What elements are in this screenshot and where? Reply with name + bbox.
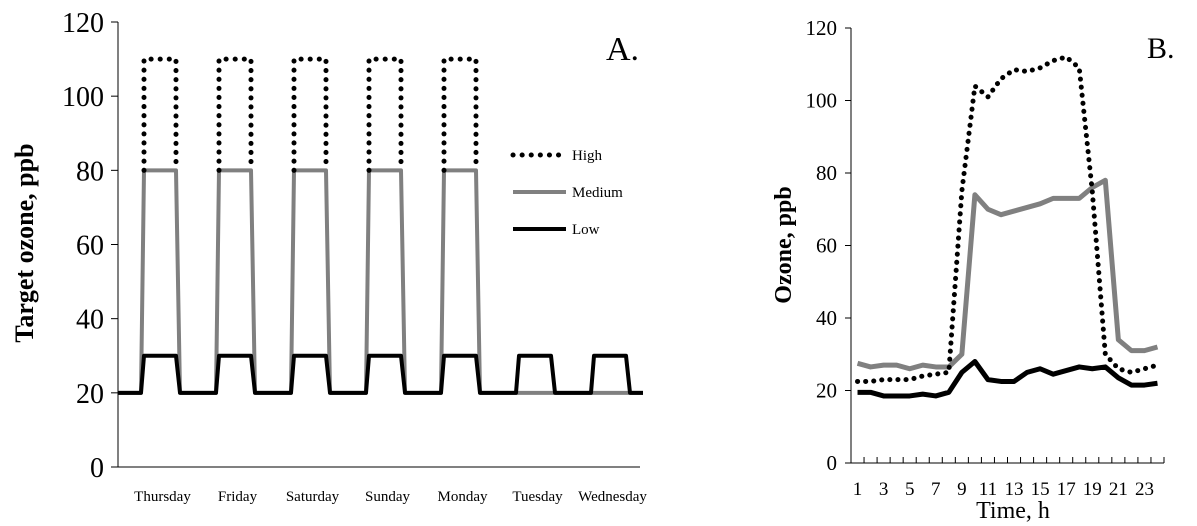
panel-a-series-low: [118, 353, 643, 395]
panel-a-legend-label: High: [572, 148, 603, 164]
panel-b-x-tick-label: 11: [979, 479, 997, 500]
panel-b-x-tick-label: 23: [1135, 479, 1154, 500]
panel-b-y-tick-label: 120: [806, 16, 838, 40]
panel-a-legend-label: Low: [572, 222, 600, 238]
panel-a-x-tick-label: Tuesday: [512, 489, 563, 505]
panel-a-label: A.: [606, 31, 639, 68]
panel-a-y-axis-title: Target ozone, ppb: [10, 143, 39, 342]
panel-b-series: [855, 54, 1160, 399]
panel-a-x-tick-label: Monday: [438, 489, 488, 505]
panel-b-y-tick-label: 80: [816, 161, 837, 185]
panel-a-y-tick-label: 60: [76, 231, 104, 262]
panel-b-x-tick-label: 3: [879, 479, 889, 500]
panel-b-y-tick-label: 100: [806, 89, 838, 113]
panel-b-x-tick-label: 9: [957, 479, 967, 500]
panel-b-label: B.: [1147, 32, 1175, 65]
panel-b-x-tick-label: 7: [931, 479, 941, 500]
panel-b-y-tick-label: 40: [816, 306, 837, 330]
panel-b-x-tick-label: 13: [1005, 479, 1024, 500]
panel-b-x-tick-label: 17: [1057, 479, 1076, 500]
panel-b-x-tick-label: 15: [1031, 479, 1050, 500]
panel-b-series-high: [855, 54, 1160, 384]
panel-a-series-high: [141, 56, 479, 173]
panel-a-axes: 0 20 40 60 80 100 120 Thursday Friday Saturday Sun…: [62, 8, 647, 505]
panel-a-legend: High Medium Low: [510, 148, 623, 238]
panel-b-x-tick-label: 5: [905, 479, 915, 500]
panel-b-y-tick-label: 60: [816, 234, 837, 258]
panel-b-x-tick-label: 1: [853, 479, 863, 500]
panel-b-y-tick-label: 20: [816, 379, 837, 403]
panel-a-y-tick-label: 40: [76, 305, 104, 336]
panel-a-y-tick-label: 80: [76, 156, 104, 187]
panel-a-legend-label: Medium: [572, 185, 623, 201]
panel-b-series-medium: [856, 177, 1159, 372]
panel-a-y-tick-label: 0: [90, 453, 104, 484]
panel-b-y-tick-label: 0: [827, 451, 838, 475]
panel-a-y-tick-label: 100: [62, 82, 104, 113]
panel-b-x-tick-label: 21: [1109, 479, 1128, 500]
panel-a-x-tick-label: Thursday: [134, 489, 191, 505]
panel-a-x-tick-label: Wednesday: [578, 489, 647, 505]
panel-a-x-tick-label: Friday: [218, 489, 258, 505]
panel-a-series-medium: [118, 168, 643, 395]
panel-a-x-tick-label: Sunday: [365, 489, 411, 505]
panel-b-x-tick-label: 19: [1083, 479, 1102, 500]
panel-b-series-low: [857, 359, 1158, 399]
panel-a-x-tick-label: Saturday: [286, 489, 340, 505]
panel-b-y-axis-title: Ozone, ppb: [771, 186, 797, 303]
panel-a-y-tick-label: 20: [76, 379, 104, 410]
panel-a-chart: 0 20 40 60 80 100 120 Thursday Friday Saturday Sun…: [10, 8, 647, 505]
panel-b-x-axis-title: Time, h: [976, 498, 1050, 524]
panel-a-series: [118, 56, 643, 395]
panel-a-y-tick-label: 120: [62, 8, 104, 39]
